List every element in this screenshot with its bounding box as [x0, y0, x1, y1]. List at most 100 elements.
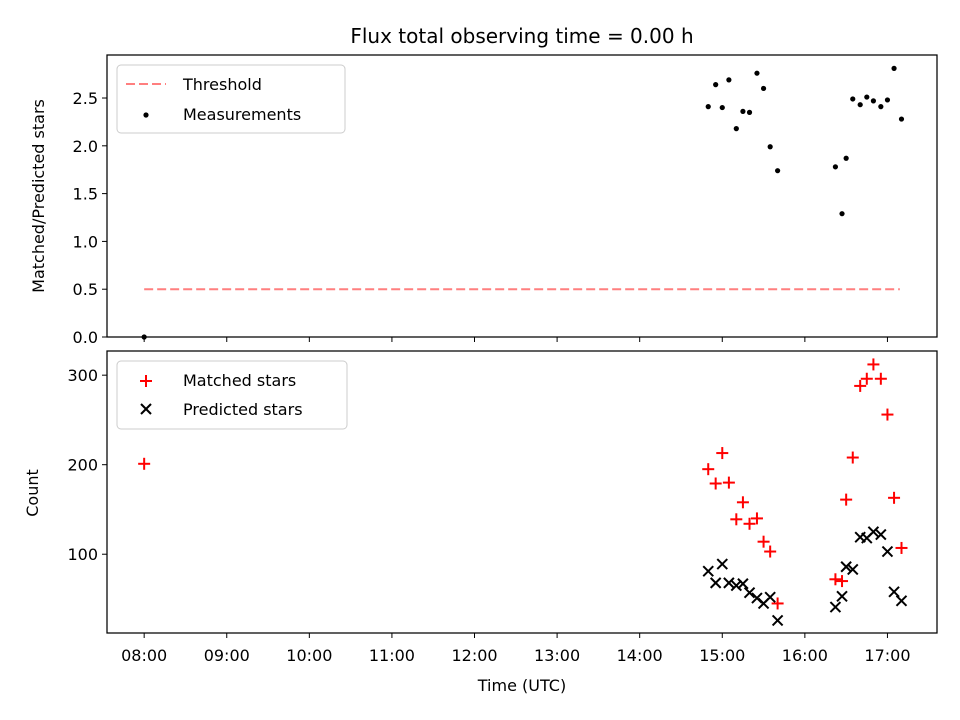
matched-star-point — [138, 457, 151, 470]
measurement-point — [870, 98, 877, 104]
count-panel: 100 200 300 08:00 09:00 10:00 11:00 12:00 13:00 1… — [23, 350, 938, 695]
measurement-point — [719, 104, 725, 111]
ratio-legend-box — [116, 64, 346, 134]
ratio-y-axis-label: Matched/Predicted stars — [29, 99, 48, 293]
predicted-star-point — [867, 526, 880, 538]
ratio-panel-frame — [106, 54, 938, 338]
x-axis-label: Time (UTC) — [477, 676, 566, 695]
x-tick-label: 08:00 — [121, 646, 167, 665]
measurement-point — [839, 211, 845, 217]
matched-star-point — [860, 372, 873, 385]
predicted-star-point — [764, 591, 776, 603]
measurement-point — [884, 97, 891, 103]
matched-star-point — [743, 517, 756, 530]
count-y-tick-label: 300 — [67, 366, 98, 385]
matched-star-point — [736, 496, 749, 509]
matched-star-point — [854, 379, 867, 392]
x-tick-label: 09:00 — [204, 646, 250, 665]
x-tick-label: 11:00 — [369, 646, 415, 665]
count-legend: Matched stars Predicted stars — [116, 360, 348, 430]
matched-star-point — [750, 512, 763, 525]
predicted-star-point — [888, 586, 900, 598]
matched-star-point — [881, 408, 894, 421]
matched-star-point — [867, 358, 880, 371]
measurement-point — [760, 85, 767, 92]
matched-legend-swatch — [140, 375, 152, 387]
measurement-point — [733, 126, 739, 132]
measurement-point — [705, 104, 711, 110]
ratio-y-tick-label: 1.5 — [73, 185, 98, 204]
measurement-point — [864, 94, 870, 100]
count-panel-frame — [106, 350, 938, 634]
predicted-legend-label: Predicted stars — [183, 400, 303, 419]
measurement-point — [850, 96, 856, 102]
measurement-point — [891, 65, 897, 71]
matched-star-point — [709, 477, 722, 490]
x-tick-label: 12:00 — [451, 646, 497, 665]
count-legend-box — [116, 360, 348, 430]
measurement-point — [713, 82, 719, 88]
matched-star-point — [829, 573, 842, 586]
ratio-panel: 0.0 0.5 1.0 1.5 2.0 2.5 Matched/Predicted sta… — [29, 54, 938, 347]
predicted-star-point — [875, 528, 887, 541]
ratio-y-tick-label: 1.0 — [73, 232, 98, 251]
measurement-point — [775, 168, 781, 174]
predicted-star-point — [709, 577, 722, 589]
predicted-legend-swatch — [140, 403, 152, 415]
matched-star-point — [730, 513, 743, 526]
matched-star-point — [840, 493, 853, 506]
count-y-tick-label: 200 — [67, 456, 98, 475]
measurement-point — [898, 116, 905, 122]
matched-star-point — [888, 491, 901, 504]
predicted-star-point — [737, 578, 749, 590]
matched-legend-label: Matched stars — [183, 371, 296, 390]
predicted-star-point — [829, 601, 842, 613]
matched-star-point — [764, 545, 777, 558]
measurement-point — [746, 109, 753, 115]
x-tick-label: 17:00 — [864, 646, 910, 665]
measurement-point — [740, 108, 746, 114]
threshold-legend-label: Threshold — [182, 75, 262, 94]
measurement-point — [754, 70, 760, 76]
matched-star-point — [846, 451, 859, 464]
matched-star-point — [874, 372, 887, 385]
predicted-star-point — [881, 545, 894, 558]
x-tick-label: 14:00 — [617, 646, 663, 665]
ratio-legend: Threshold Measurements — [116, 64, 346, 134]
matched-star-point — [757, 535, 770, 548]
predicted-star-point — [716, 558, 728, 570]
measurement-point — [878, 104, 884, 110]
ratio-y-tick-label: 0.0 — [73, 328, 98, 347]
predicted-star-point — [840, 561, 852, 573]
measurements-legend-swatch — [143, 112, 149, 118]
matched-star-point — [716, 447, 729, 460]
predicted-star-point — [730, 579, 743, 592]
measurement-point — [832, 164, 839, 170]
x-tick-label: 15:00 — [699, 646, 745, 665]
predicted-star-point — [771, 614, 784, 627]
matched-star-point — [836, 575, 849, 588]
predicted-star-point — [723, 577, 735, 589]
matched-star-point — [771, 597, 784, 610]
predicted-star-point — [702, 565, 714, 577]
measurement-point — [857, 102, 863, 108]
measurements-legend-label: Measurements — [183, 105, 301, 124]
measurement-point — [843, 155, 849, 161]
x-tick-label: 13:00 — [534, 646, 580, 665]
ratio-y-tick-label: 2.5 — [73, 89, 98, 108]
measurement-point — [767, 144, 773, 150]
ratio-y-tick-label: 0.5 — [73, 280, 98, 299]
count-y-tick-label: 100 — [67, 545, 98, 564]
predicted-star-point — [836, 590, 848, 603]
x-tick-label: 16:00 — [782, 646, 828, 665]
predicted-star-point — [847, 563, 859, 576]
ratio-y-tick-label: 2.0 — [73, 137, 98, 156]
chart-title: Flux total observing time = 0.00 h — [350, 24, 693, 48]
count-y-axis-label: Count — [23, 469, 42, 517]
matched-star-point — [895, 541, 908, 554]
matched-star-point — [722, 476, 735, 489]
measurement-point — [726, 77, 732, 83]
predicted-star-point — [895, 595, 908, 607]
matched-star-point — [702, 463, 715, 476]
